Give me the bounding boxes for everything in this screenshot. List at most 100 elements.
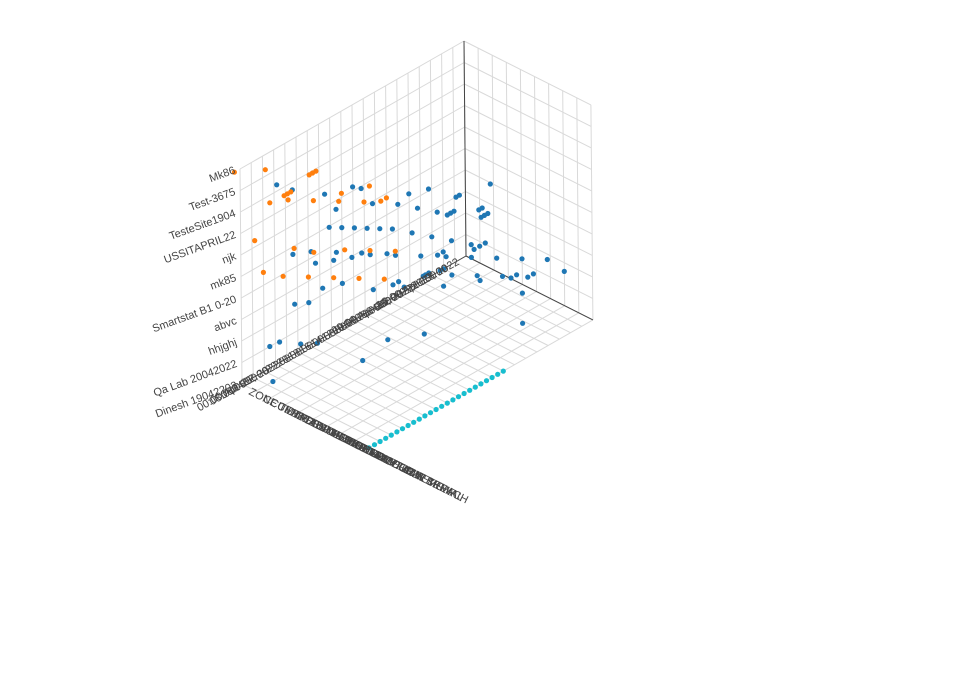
data-point[interactable] bbox=[478, 214, 484, 220]
data-point[interactable] bbox=[331, 275, 337, 281]
data-point[interactable] bbox=[427, 410, 434, 416]
data-point[interactable] bbox=[395, 201, 401, 207]
data-point[interactable] bbox=[439, 403, 445, 409]
data-point[interactable] bbox=[356, 275, 362, 281]
data-point[interactable] bbox=[392, 248, 398, 254]
data-point[interactable] bbox=[405, 422, 411, 429]
data-point[interactable] bbox=[326, 224, 332, 230]
data-point[interactable] bbox=[312, 260, 319, 266]
data-point[interactable] bbox=[311, 249, 317, 255]
data-point[interactable] bbox=[358, 185, 364, 192]
data-point[interactable] bbox=[367, 247, 373, 254]
data-point[interactable] bbox=[500, 368, 506, 374]
data-point[interactable] bbox=[392, 252, 399, 258]
data-point[interactable] bbox=[467, 387, 473, 393]
data-point[interactable] bbox=[455, 394, 462, 400]
data-point[interactable] bbox=[433, 406, 439, 413]
data-point[interactable] bbox=[383, 195, 389, 201]
data-point[interactable] bbox=[389, 226, 395, 232]
data-point[interactable] bbox=[378, 198, 384, 204]
data-point[interactable] bbox=[384, 251, 390, 257]
data-point[interactable] bbox=[385, 337, 391, 343]
data-point[interactable] bbox=[411, 419, 417, 425]
data-point[interactable] bbox=[416, 416, 422, 422]
data-point[interactable] bbox=[450, 397, 456, 403]
data-point[interactable] bbox=[421, 331, 427, 337]
data-point[interactable] bbox=[472, 384, 478, 390]
data-point[interactable] bbox=[449, 272, 455, 278]
data-point[interactable] bbox=[270, 378, 276, 385]
data-point[interactable] bbox=[291, 245, 297, 251]
data-point[interactable] bbox=[508, 275, 514, 281]
data-point[interactable] bbox=[544, 256, 550, 263]
data-point[interactable] bbox=[483, 378, 490, 384]
data-point[interactable] bbox=[444, 212, 450, 218]
data-point[interactable] bbox=[494, 255, 500, 261]
data-point[interactable] bbox=[418, 253, 424, 259]
data-point[interactable] bbox=[414, 205, 421, 211]
data-point[interactable] bbox=[390, 282, 396, 288]
data-point[interactable] bbox=[383, 435, 389, 441]
data-point[interactable] bbox=[401, 284, 407, 290]
data-point[interactable] bbox=[292, 301, 298, 307]
data-point[interactable] bbox=[305, 274, 311, 280]
data-point[interactable] bbox=[370, 287, 376, 293]
data-point[interactable] bbox=[231, 169, 237, 175]
data-point[interactable] bbox=[425, 186, 432, 192]
data-point[interactable] bbox=[489, 374, 495, 381]
data-point[interactable] bbox=[350, 184, 356, 190]
points-layer[interactable] bbox=[231, 167, 567, 451]
data-point[interactable] bbox=[322, 191, 328, 197]
data-point[interactable] bbox=[530, 271, 537, 277]
data-point[interactable] bbox=[267, 343, 273, 350]
data-point[interactable] bbox=[298, 341, 304, 347]
data-point[interactable] bbox=[336, 198, 342, 204]
data-point[interactable] bbox=[320, 285, 326, 291]
data-point[interactable] bbox=[406, 191, 412, 197]
data-point[interactable] bbox=[274, 182, 280, 188]
data-point[interactable] bbox=[437, 268, 443, 274]
data-point[interactable] bbox=[361, 199, 367, 205]
data-point[interactable] bbox=[281, 193, 287, 199]
data-point[interactable] bbox=[435, 252, 441, 258]
data-point[interactable] bbox=[377, 226, 383, 232]
data-point[interactable] bbox=[314, 340, 321, 346]
data-point[interactable] bbox=[461, 390, 467, 397]
data-point[interactable] bbox=[333, 249, 339, 255]
data-point[interactable] bbox=[338, 190, 344, 196]
data-point[interactable] bbox=[499, 273, 506, 279]
data-point[interactable] bbox=[519, 290, 526, 296]
data-point[interactable] bbox=[448, 238, 455, 244]
data-point[interactable] bbox=[366, 445, 372, 451]
data-point[interactable] bbox=[443, 254, 449, 260]
data-point[interactable] bbox=[525, 274, 531, 280]
data-point[interactable] bbox=[339, 225, 345, 231]
data-point[interactable] bbox=[342, 247, 348, 253]
data-point[interactable] bbox=[310, 198, 316, 204]
data-point[interactable] bbox=[290, 251, 296, 257]
data-point[interactable] bbox=[453, 194, 459, 200]
data-point[interactable] bbox=[495, 371, 501, 377]
data-point[interactable] bbox=[477, 243, 483, 249]
data-point[interactable] bbox=[487, 181, 493, 187]
data-point[interactable] bbox=[280, 273, 286, 279]
data-point[interactable] bbox=[388, 432, 394, 438]
data-point[interactable] bbox=[366, 183, 372, 189]
data-point[interactable] bbox=[360, 357, 366, 364]
data-point[interactable] bbox=[359, 250, 365, 256]
data-point[interactable] bbox=[285, 197, 291, 203]
data-point[interactable] bbox=[420, 273, 426, 279]
data-point[interactable] bbox=[441, 283, 447, 289]
data-point[interactable] bbox=[396, 279, 402, 285]
data-point[interactable] bbox=[519, 256, 525, 262]
data-point[interactable] bbox=[434, 209, 440, 215]
data-point[interactable] bbox=[369, 201, 376, 207]
data-point[interactable] bbox=[306, 172, 312, 178]
data-point[interactable] bbox=[468, 254, 474, 260]
data-point[interactable] bbox=[468, 242, 474, 248]
data-point[interactable] bbox=[333, 206, 339, 212]
data-point[interactable] bbox=[482, 240, 488, 246]
data-point[interactable] bbox=[377, 438, 383, 445]
